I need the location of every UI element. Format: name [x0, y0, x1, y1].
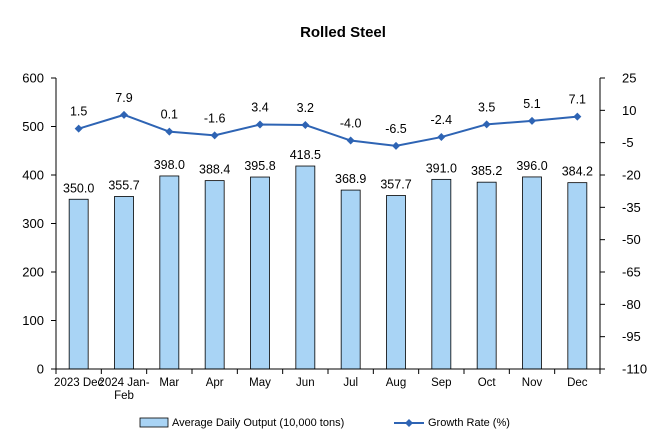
output-bar: [567, 182, 588, 370]
growth-point-label: -2.4: [431, 113, 453, 127]
left-tick-label: 300: [22, 216, 44, 231]
left-tick-label: 0: [37, 362, 44, 377]
legend-bar-label: Average Daily Output (10,000 tons): [172, 417, 344, 429]
legend-bar-swatch: [139, 417, 169, 428]
output-bar: [476, 181, 497, 370]
growth-point: [120, 110, 128, 119]
output-bar-label: 398.0: [154, 158, 185, 172]
right-tick-label: -20: [622, 168, 641, 183]
output-bar: [340, 189, 361, 370]
output-bar: [386, 195, 406, 370]
x-category-label: Dec: [567, 377, 588, 389]
x-category-label: 2024 Jan-: [98, 377, 149, 389]
output-bar: [295, 165, 316, 370]
output-bar-label: 355.7: [108, 178, 139, 192]
growth-point-label: 5.1: [523, 97, 540, 111]
growth-line: [78, 113, 578, 147]
growth-point-label: -6.5: [385, 122, 407, 136]
growth-point-label: 0.1: [161, 108, 178, 122]
growth-line-series: [74, 110, 582, 150]
output-bar: [159, 175, 180, 370]
right-tick-label: -80: [622, 297, 641, 312]
output-bar: [68, 198, 89, 370]
growth-point: [210, 131, 219, 140]
bar-series: [68, 165, 588, 370]
growth-point-label: 1.5: [70, 105, 87, 119]
output-bar-label: 385.2: [471, 164, 502, 178]
chart-title: Rolled Steel: [300, 24, 386, 41]
right-tick-label: -65: [622, 265, 641, 280]
growth-point-label: 3.4: [251, 101, 268, 115]
growth-point-label: 3.5: [478, 100, 495, 114]
x-category-label: 2023 Dec: [54, 377, 103, 389]
legend: Average Daily Output (10,000 tons) Growt…: [139, 417, 510, 429]
right-tick-label: -95: [622, 329, 641, 344]
x-category-label: Apr: [206, 377, 224, 389]
x-category-label: Jul: [343, 377, 358, 389]
growth-point: [482, 120, 491, 129]
growth-point: [301, 120, 310, 129]
left-y-axis: 0 100 200 300 400 500 600: [22, 71, 57, 377]
right-tick-label: -50: [622, 232, 641, 247]
output-bar-label: 418.5: [290, 148, 321, 162]
output-bar: [250, 176, 270, 370]
output-bar-label: 357.7: [380, 178, 411, 192]
right-tick-label: 10: [622, 103, 636, 118]
growth-point: [256, 120, 264, 129]
output-bar-label: 350.0: [63, 181, 94, 195]
right-y-axis: 25 10 -5 -20 -35 -50 -65 -80 -95 -110: [599, 71, 647, 377]
growth-point-label: -4.0: [340, 117, 362, 131]
output-bar-label: 395.8: [244, 159, 275, 173]
right-tick-label: -35: [622, 200, 641, 215]
output-bar-label: 396.0: [516, 159, 547, 173]
x-category-label: Feb: [114, 390, 134, 402]
growth-point: [437, 133, 446, 142]
output-bar: [522, 176, 542, 370]
growth-point-label: 7.1: [569, 93, 586, 107]
x-category-label: Mar: [159, 377, 179, 389]
output-bar-label: 391.0: [426, 161, 457, 175]
left-tick-label: 400: [22, 168, 44, 183]
x-category-label: Oct: [478, 377, 497, 389]
right-tick-label: 25: [622, 71, 636, 86]
left-tick-label: 600: [22, 71, 44, 86]
growth-point-label: 7.9: [115, 91, 132, 105]
x-category-label: Sep: [431, 377, 451, 389]
left-tick-label: 100: [22, 313, 44, 328]
growth-point-label: -1.6: [204, 111, 226, 125]
growth-point: [346, 136, 355, 145]
left-tick-label: 200: [22, 265, 44, 280]
growth-point: [74, 124, 83, 133]
growth-point: [528, 116, 536, 125]
x-category-label: Nov: [522, 377, 543, 389]
output-bar: [431, 178, 452, 370]
x-category-label: Jun: [296, 377, 315, 389]
output-bar: [204, 180, 225, 370]
growth-point: [392, 141, 400, 150]
legend-line-label: Growth Rate (%): [428, 417, 510, 429]
right-tick-label: -110: [622, 362, 647, 377]
growth-point-label: 3.2: [297, 101, 314, 115]
output-bar-label: 384.2: [562, 165, 593, 179]
growth-point: [573, 112, 582, 121]
output-bar-label: 368.9: [335, 172, 366, 186]
output-bar-label: 388.4: [199, 163, 230, 177]
x-category-label: May: [249, 377, 271, 389]
right-tick-label: -5: [622, 135, 634, 150]
x-category-label: Aug: [386, 377, 406, 389]
bar-value-labels: 350.0 355.7 398.0 388.4 395.8 418.5 368.9 357.7…: [63, 148, 593, 195]
growth-point: [165, 127, 174, 136]
left-tick-label: 500: [22, 119, 44, 134]
legend-diamond-marker: [405, 419, 413, 427]
growth-value-labels: 1.5 7.9 0.1 -1.6 3.4 3.2 -4.0 -6.5 -2.4 3.5 5.1 7.1: [70, 91, 586, 136]
output-bar: [114, 196, 134, 370]
